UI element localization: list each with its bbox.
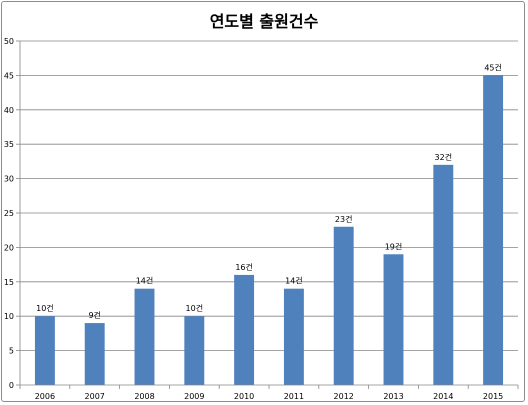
x-tick-label: 2009 (184, 392, 204, 401)
bar (383, 254, 404, 385)
y-tick-label: 35 (4, 140, 14, 149)
x-tick-label: 2015 (483, 392, 503, 401)
x-tick-label: 2006 (35, 392, 55, 401)
bar (483, 75, 504, 386)
x-tick-label: 2014 (433, 392, 453, 401)
data-label: 14건 (136, 276, 154, 286)
data-label: 14건 (285, 276, 303, 286)
data-label: 10건 (186, 303, 204, 313)
bar (333, 226, 354, 385)
y-tick-label: 25 (4, 209, 14, 218)
bar (283, 288, 304, 385)
x-tick-label: 2011 (284, 392, 304, 401)
data-label: 32건 (435, 152, 453, 162)
bar (84, 323, 105, 385)
data-label: 10건 (36, 303, 54, 313)
x-tick-label: 2012 (334, 392, 354, 401)
x-tick-label: 2007 (85, 392, 105, 401)
axes (16, 40, 519, 389)
data-label: 19건 (385, 241, 403, 251)
data-label: 16건 (235, 262, 253, 272)
y-tick-label: 15 (4, 278, 14, 287)
chart-title: 연도별 출원건수 (209, 12, 319, 31)
y-tick-label: 10 (4, 312, 14, 321)
y-tick-label: 40 (4, 106, 14, 115)
x-tick-label: 2010 (234, 392, 254, 401)
data-label: 9건 (88, 310, 100, 320)
bar (184, 316, 205, 385)
y-tick-label: 50 (4, 37, 14, 46)
bars (34, 75, 504, 386)
y-tick-label: 0 (9, 381, 14, 390)
tick-labels: 0 5 10 15 20 25 30 35 40 45 50 10건 2006 9건 2007 14건 2008… (4, 37, 503, 401)
data-label: 45건 (484, 62, 502, 72)
y-tick-label: 5 (9, 347, 14, 356)
bar (34, 316, 55, 385)
y-tick-label: 20 (4, 243, 14, 252)
bar (433, 164, 454, 385)
y-tick-label: 45 (4, 71, 14, 80)
bar (134, 288, 155, 385)
x-tick-label: 2013 (383, 392, 403, 401)
x-tick-label: 2008 (134, 392, 154, 401)
data-label: 23건 (335, 214, 353, 224)
y-tick-label: 30 (4, 175, 14, 184)
bar (234, 274, 255, 385)
